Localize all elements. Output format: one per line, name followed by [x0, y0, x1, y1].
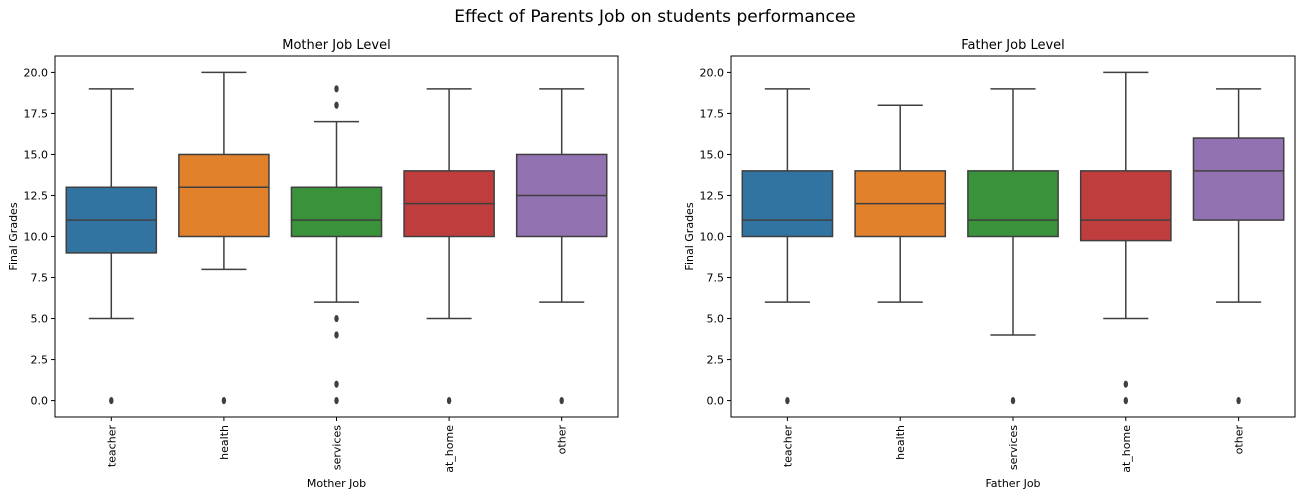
outlier-point: [446, 396, 452, 405]
father-box-health: [854, 104, 947, 303]
chart-title: Father Job Level: [961, 38, 1065, 53]
outlier-point: [1123, 380, 1129, 388]
y-tick-label: 5.0: [31, 313, 49, 326]
y-tick-label: 10.0: [700, 231, 725, 244]
outlier-point: [1123, 396, 1129, 405]
y-tick-label: 2.5: [707, 354, 725, 367]
box-iqr: [1079, 170, 1172, 242]
x-tick-label: services: [331, 425, 344, 470]
y-tick-label: 15.0: [24, 148, 49, 161]
x-tick-label: at_home: [1120, 425, 1133, 473]
outlier-point: [785, 396, 790, 405]
chart-title: Mother Job Level: [282, 38, 390, 53]
box-iqr: [1192, 137, 1285, 221]
outlier-point: [221, 396, 227, 405]
outlier-point: [1236, 396, 1241, 405]
x-tick-label: teacher: [105, 425, 118, 468]
y-tick-label: 12.5: [24, 189, 49, 202]
box-iqr: [741, 170, 834, 238]
outlier-point: [334, 380, 339, 388]
box-iqr: [967, 170, 1059, 238]
x-tick-label: health: [218, 425, 231, 460]
father-box-teacher: [741, 88, 834, 405]
x-axis-label: Father Job: [985, 477, 1040, 490]
outlier-point: [559, 396, 564, 405]
figure-title: Effect of Parents Job on students perfor…: [454, 7, 856, 27]
y-axis-label: Final Grades: [683, 202, 696, 270]
outlier-point: [109, 396, 114, 405]
y-axis-label: Final Grades: [7, 202, 20, 270]
y-tick-label: 10.0: [24, 231, 49, 244]
y-tick-label: 0.0: [707, 395, 725, 408]
outlier-point: [334, 331, 339, 339]
x-tick-label: other: [556, 425, 569, 455]
x-tick-label: at_home: [443, 425, 456, 473]
outlier-point: [1010, 396, 1016, 405]
mother-box-other: [515, 88, 608, 405]
mother-box-services: [290, 85, 383, 405]
y-tick-label: 15.0: [700, 148, 725, 161]
outlier-point: [334, 314, 339, 323]
father-box-other: [1192, 88, 1285, 405]
box-iqr: [290, 186, 383, 238]
outlier-point: [334, 85, 339, 93]
x-axis-label: Mother Job: [307, 477, 366, 490]
y-tick-label: 7.5: [707, 272, 725, 285]
mother-job-chart: 0.0 2.5 5.0 7.5 10.0 12.5 15.0 17.5 20.0 teacher h…: [7, 38, 619, 490]
y-tick-label: 7.5: [31, 272, 49, 285]
outlier-point: [334, 396, 339, 405]
x-tick-label: health: [894, 425, 907, 460]
x-tick-label: other: [1233, 425, 1246, 455]
mother-box-at_home: [403, 88, 495, 405]
father-box-at_home: [1079, 71, 1172, 405]
x-tick-label: services: [1007, 425, 1020, 470]
y-tick-label: 17.5: [24, 107, 49, 120]
father-box-services: [967, 88, 1059, 405]
x-tick-label: teacher: [781, 425, 794, 468]
y-tick-label: 5.0: [707, 313, 725, 326]
y-tick-label: 20.0: [24, 66, 49, 79]
y-tick-label: 20.0: [700, 66, 725, 79]
y-tick-label: 0.0: [31, 395, 49, 408]
outlier-point: [334, 101, 339, 109]
y-tick-label: 12.5: [700, 189, 725, 202]
mother-box-teacher: [65, 88, 158, 405]
y-tick-label: 17.5: [700, 107, 725, 120]
box-iqr: [178, 153, 270, 238]
y-tick-label: 2.5: [31, 354, 49, 367]
father-job-chart: 0.0 2.5 5.0 7.5 10.0 12.5 15.0 17.5 20.0 teacher h…: [683, 38, 1296, 490]
mother-box-health: [178, 71, 270, 405]
